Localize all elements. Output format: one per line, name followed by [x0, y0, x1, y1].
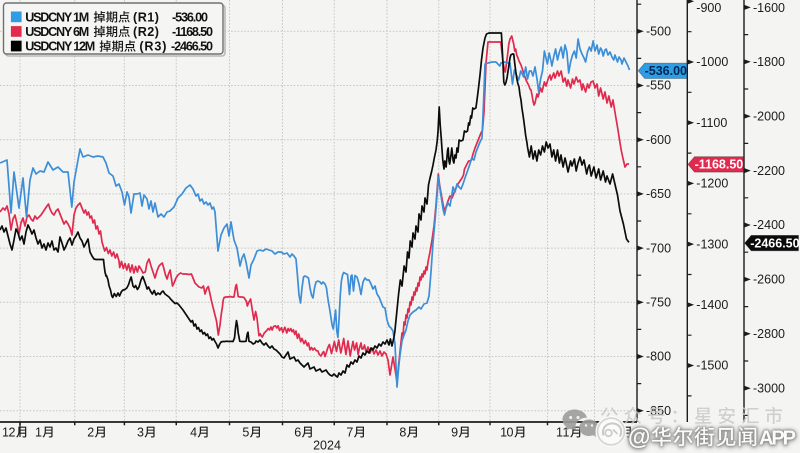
svg-text:8: 8	[399, 426, 406, 440]
svg-text:(R3): (R3)	[139, 40, 166, 54]
svg-text:-536.00: -536.00	[645, 64, 687, 78]
svg-text:9: 9	[451, 426, 458, 440]
svg-text:3: 3	[137, 426, 144, 440]
svg-text:-2800: -2800	[753, 327, 785, 341]
svg-text:-1600: -1600	[753, 1, 785, 15]
svg-text:-750: -750	[646, 296, 671, 310]
svg-text:4: 4	[190, 426, 197, 440]
svg-text:-600: -600	[646, 133, 671, 147]
svg-text:-650: -650	[646, 187, 671, 201]
svg-text:-900: -900	[696, 1, 721, 15]
svg-text:-1500: -1500	[696, 359, 728, 373]
svg-text:-1168.50: -1168.50	[172, 25, 213, 39]
svg-text:-1100: -1100	[696, 116, 727, 130]
svg-text:-1200: -1200	[696, 177, 728, 191]
svg-text:APP: APP	[759, 428, 796, 450]
svg-text:12: 12	[2, 426, 15, 440]
svg-text:1: 1	[35, 426, 42, 440]
svg-text:-1800: -1800	[753, 55, 785, 69]
svg-text:-1168.50: -1168.50	[695, 158, 744, 172]
svg-text:-1000: -1000	[696, 55, 728, 69]
svg-text:-1400: -1400	[696, 298, 728, 312]
svg-text:2: 2	[87, 426, 94, 440]
svg-text:-536.00: -536.00	[172, 11, 208, 25]
svg-text:USDCNY 1M: USDCNY 1M	[25, 11, 89, 25]
svg-text:-700: -700	[646, 241, 671, 255]
svg-text:11: 11	[556, 426, 569, 440]
svg-text:-2200: -2200	[753, 164, 785, 178]
svg-text:(R1): (R1)	[133, 11, 159, 25]
svg-text:USDCNY 6M: USDCNY 6M	[25, 25, 89, 39]
svg-text:5: 5	[242, 426, 249, 440]
svg-text:-2466.50: -2466.50	[750, 236, 799, 250]
svg-text:-550: -550	[646, 79, 671, 93]
svg-text:-2000: -2000	[753, 109, 785, 123]
svg-text:-500: -500	[646, 25, 671, 39]
svg-text:2024: 2024	[313, 439, 341, 453]
svg-text:-1300: -1300	[696, 237, 728, 251]
svg-text:-2466.50: -2466.50	[171, 40, 213, 54]
svg-text:10: 10	[500, 426, 513, 440]
svg-text:USDCNY 12M: USDCNY 12M	[25, 40, 95, 54]
svg-text:-2400: -2400	[753, 218, 785, 232]
svg-text:-800: -800	[646, 350, 671, 364]
svg-text:(R2): (R2)	[133, 25, 159, 39]
svg-text:@: @	[628, 424, 650, 450]
svg-text:-2600: -2600	[753, 273, 785, 287]
svg-text:7: 7	[346, 426, 353, 440]
svg-text:-3000: -3000	[753, 381, 785, 395]
svg-text:6: 6	[294, 426, 301, 440]
